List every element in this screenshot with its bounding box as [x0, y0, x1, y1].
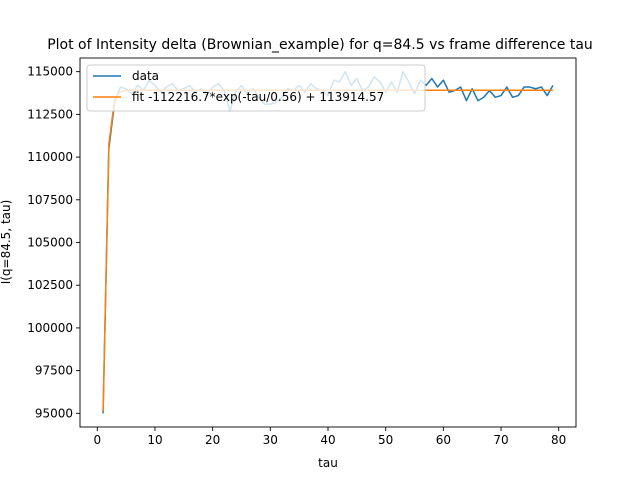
y-tick-label: 107500	[27, 193, 73, 207]
x-tick-label: 20	[205, 433, 220, 447]
x-tick-label: 80	[551, 433, 566, 447]
y-tick-label: 97500	[35, 364, 73, 378]
y-tick-label: 95000	[35, 406, 73, 420]
y-tick-label: 100000	[27, 321, 73, 335]
x-tick-label: 60	[436, 433, 451, 447]
y-tick-label: 105000	[27, 236, 73, 250]
legend-label-data: data	[132, 69, 159, 83]
x-axis-label: tau	[318, 456, 338, 470]
legend-label-fit: fit -112216.7*exp(-tau/0.56) + 113914.57	[132, 90, 384, 104]
x-tick-label: 30	[263, 433, 278, 447]
y-axis-label: I(q=84.5, tau)	[0, 200, 13, 285]
y-tick-label: 110000	[27, 150, 73, 164]
x-tick-label: 0	[93, 433, 101, 447]
y-tick-label: 112500	[27, 107, 73, 121]
chart-title: Plot of Intensity delta (Brownian_exampl…	[47, 37, 593, 53]
legend: data fit -112216.7*exp(-tau/0.56) + 1139…	[86, 64, 426, 112]
plot-frame	[79, 57, 577, 428]
axis-layer: 0 10 20 30 40 50 60 70 80 95000 97500 100000 102500 1…	[27, 65, 566, 447]
x-tick-label: 40	[320, 433, 335, 447]
legend-box	[86, 64, 426, 112]
y-tick-label: 115000	[27, 65, 73, 79]
x-tick-label: 10	[147, 433, 162, 447]
x-tick-label: 70	[493, 433, 508, 447]
x-tick-label: 50	[378, 433, 393, 447]
y-tick-label: 102500	[27, 278, 73, 292]
